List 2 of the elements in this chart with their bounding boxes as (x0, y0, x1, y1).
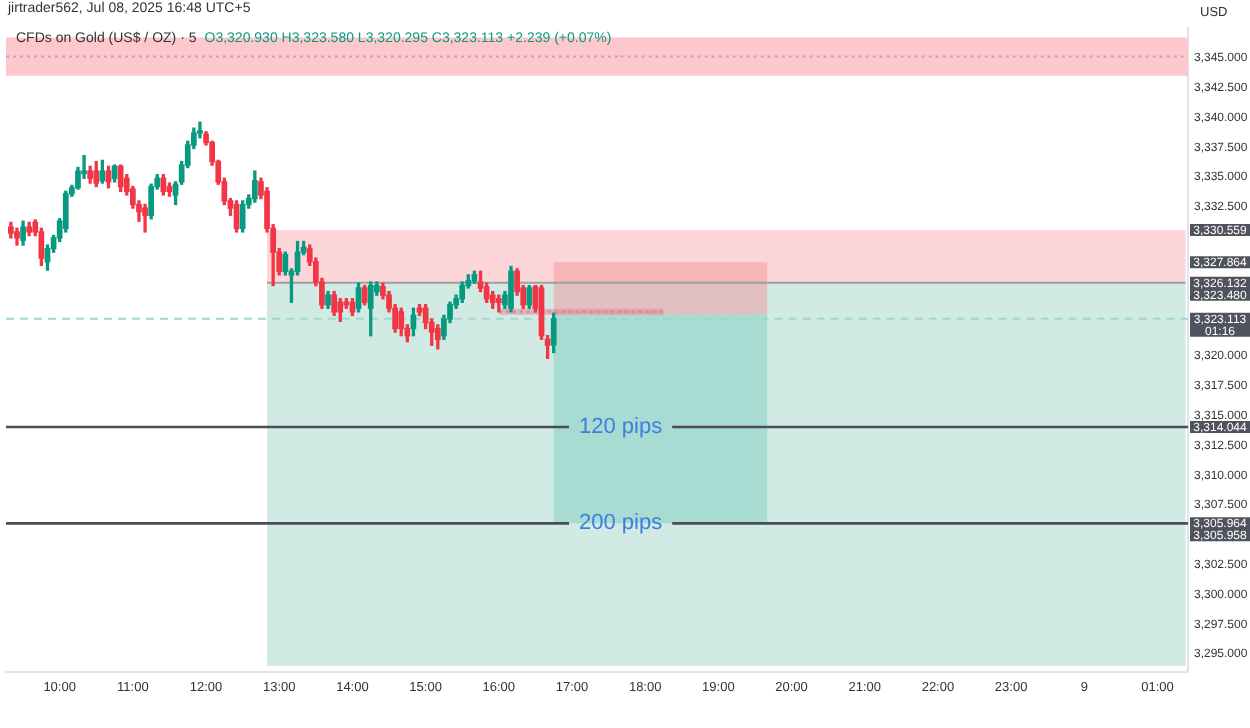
ref-line-label: 200 pips (579, 511, 664, 536)
ref-line-label: 120 pips (579, 415, 664, 440)
